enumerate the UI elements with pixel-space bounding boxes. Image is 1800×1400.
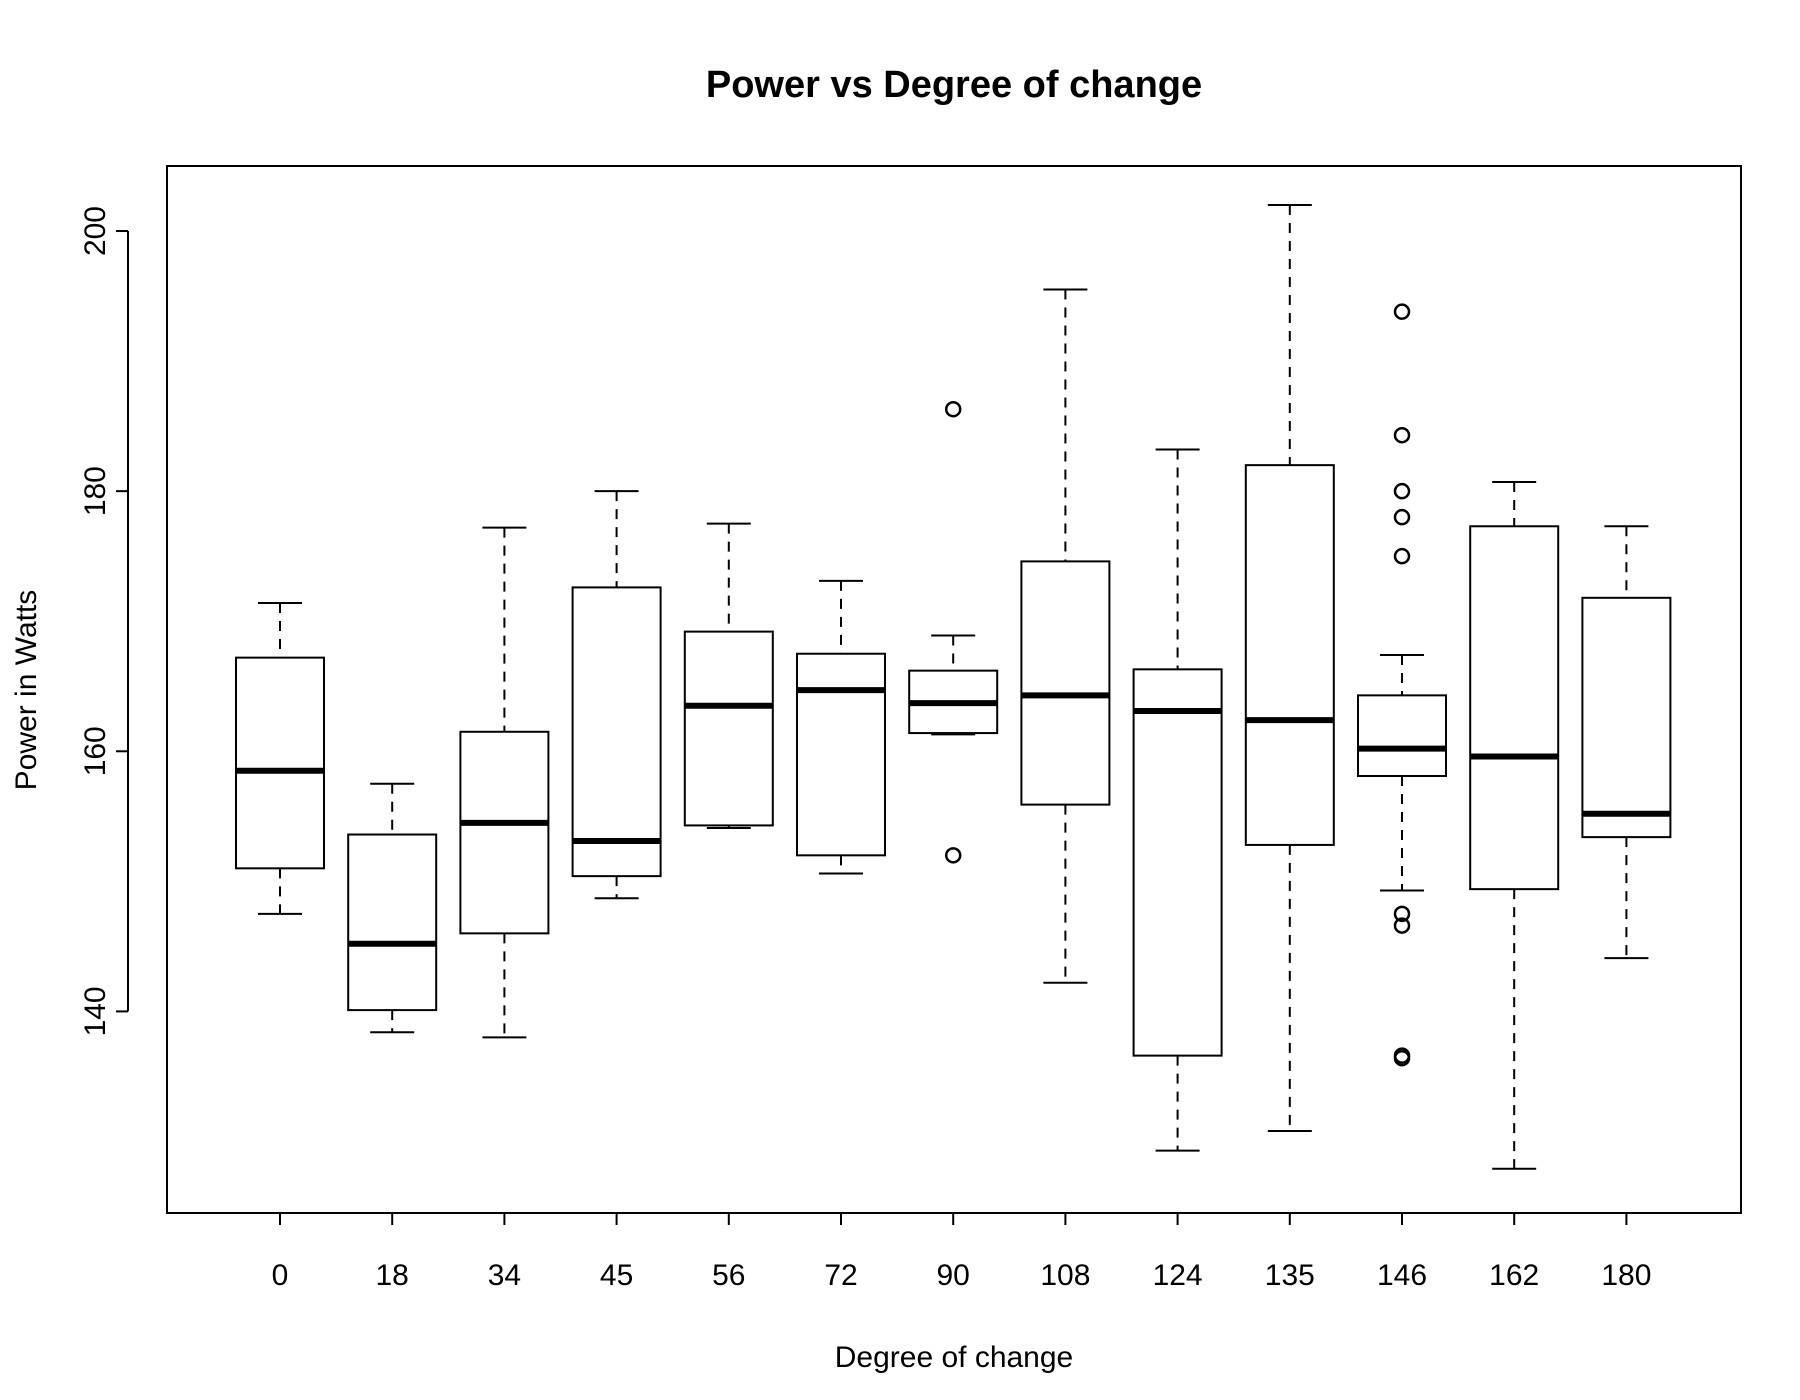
outlier-point — [1393, 482, 1411, 500]
x-tick-label: 146 — [1377, 1259, 1427, 1292]
boxplot-45 — [571, 490, 662, 900]
outlier-point — [1393, 917, 1411, 934]
x-tick-label: 135 — [1265, 1259, 1315, 1292]
y-axis-label: Power in Watts — [10, 590, 43, 791]
y-tick-label: 180 — [79, 466, 112, 516]
x-tick-label: 45 — [600, 1259, 633, 1292]
x-tick-label: 0 — [272, 1259, 289, 1292]
chart-title: Power vs Degree of change — [706, 64, 1202, 106]
boxplot-18 — [347, 782, 438, 1034]
outlier-point — [1393, 547, 1411, 565]
outlier-point — [1393, 1049, 1411, 1067]
iqr-box — [347, 833, 438, 1012]
x-tick-label: 34 — [488, 1259, 521, 1292]
boxplot-34 — [459, 526, 550, 1039]
x-tick-label: 180 — [1601, 1259, 1651, 1292]
boxplot-135 — [1244, 204, 1335, 1133]
outlier-point — [1393, 303, 1411, 320]
iqr-box — [1581, 596, 1672, 839]
x-tick-label: 124 — [1153, 1259, 1203, 1292]
boxplots — [235, 204, 1672, 1170]
x-tick-label: 56 — [712, 1259, 745, 1292]
boxplot-146 — [1357, 303, 1447, 1067]
iqr-box — [235, 656, 325, 870]
iqr-box — [796, 652, 886, 857]
outlier-point — [1393, 426, 1411, 444]
outlier-point — [944, 847, 962, 864]
boxplot-162 — [1469, 481, 1560, 1170]
x-tick-label: 108 — [1040, 1259, 1090, 1292]
x-axis-label: Degree of change — [835, 1341, 1074, 1374]
x-tick-label: 90 — [937, 1259, 970, 1292]
outlier-point — [1393, 508, 1411, 526]
boxplot-180 — [1581, 525, 1672, 960]
boxplot-0 — [235, 602, 325, 915]
x-tick-label: 162 — [1489, 1259, 1539, 1292]
iqr-box — [1132, 668, 1223, 1057]
iqr-box — [1244, 464, 1335, 846]
boxplot-124 — [1132, 448, 1223, 1152]
iqr-box — [1020, 560, 1111, 806]
y-tick-label: 160 — [79, 726, 112, 776]
iqr-box — [683, 630, 774, 827]
y-axis: 140 160 180 200 — [79, 206, 129, 1036]
boxplot-108 — [1020, 288, 1111, 984]
iqr-box — [459, 730, 550, 935]
x-axis: 0 18 34 45 56 72 90 108 124 135 146 162 180 — [272, 1212, 1651, 1292]
iqr-box — [571, 586, 662, 878]
outlier-point — [1393, 905, 1411, 923]
boxplot-90 — [908, 400, 999, 864]
iqr-box — [1357, 694, 1447, 777]
outlier-point — [944, 400, 962, 418]
x-tick-label: 72 — [824, 1259, 857, 1292]
x-tick-label: 18 — [376, 1259, 409, 1292]
boxplot-72 — [796, 579, 886, 875]
boxplot-56 — [683, 522, 774, 830]
y-tick-label: 140 — [79, 986, 112, 1036]
y-tick-label: 200 — [79, 206, 112, 256]
iqr-box — [1469, 525, 1560, 891]
